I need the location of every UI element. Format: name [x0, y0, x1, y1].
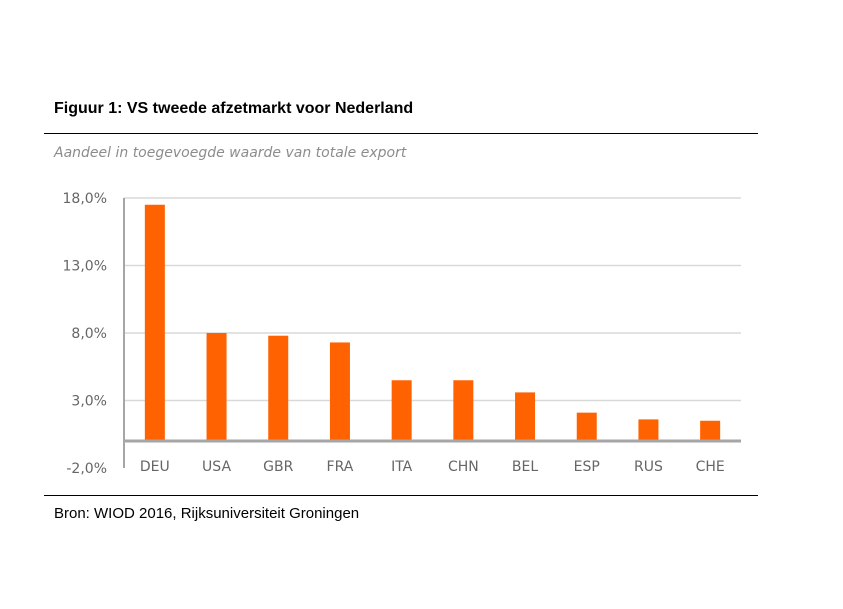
bar-rus	[638, 419, 659, 441]
bar-fra	[329, 342, 350, 441]
x-tick-label: CHN	[448, 459, 479, 475]
y-tick-label: 13,0%	[63, 259, 107, 275]
bar-ita	[391, 380, 412, 441]
y-tick-label: -2,0%	[66, 461, 107, 477]
x-tick-label: RUS	[634, 459, 663, 475]
axes	[123, 198, 741, 468]
x-tick-label: USA	[202, 459, 231, 475]
x-tick-label: CHE	[696, 459, 725, 475]
bar-bel	[515, 392, 536, 441]
bar-deu	[144, 204, 165, 441]
y-tick-label: 8,0%	[71, 326, 107, 342]
x-tick-label: FRA	[327, 459, 354, 475]
y-tick-label: 3,0%	[71, 394, 107, 410]
bars	[144, 204, 721, 441]
bar-gbr	[268, 335, 289, 441]
bar-che	[700, 420, 721, 441]
bar-usa	[206, 333, 227, 441]
top-divider	[44, 133, 758, 134]
bar-chn	[453, 380, 474, 441]
x-tick-label: DEU	[140, 459, 170, 475]
gridlines	[124, 197, 741, 402]
x-tick-label: GBR	[263, 459, 293, 475]
figure-title: Figuur 1: VS tweede afzetmarkt voor Nede…	[54, 100, 414, 117]
y-tick-label: 18,0%	[63, 191, 107, 207]
tick-labels: -2,0% 3,0% 8,0% 13,0% 18,0% DEU USA GBR FRA ITA CH…	[63, 191, 725, 477]
x-tick-label: ESP	[574, 459, 600, 475]
bottom-divider	[44, 495, 758, 496]
bar-esp	[576, 412, 597, 441]
x-tick-label: ITA	[391, 459, 413, 475]
source-note: Bron: WIOD 2016, Rijksuniversiteit Groni…	[54, 505, 360, 522]
x-tick-label: BEL	[512, 459, 538, 475]
chart-subtitle: Aandeel in toegevoegde waarde van totale…	[54, 145, 407, 161]
